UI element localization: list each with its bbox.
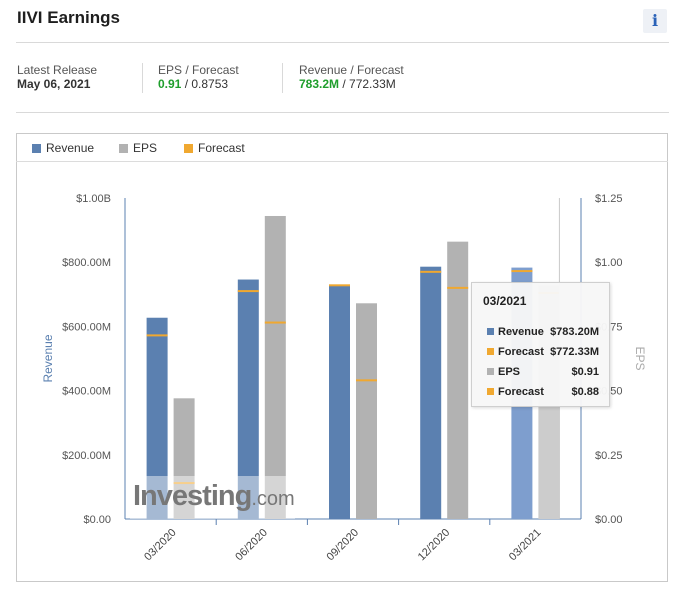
legend-label-revenue: Revenue [46,141,95,155]
tooltip-row-value: $772.33M [550,346,599,358]
eps-stat: EPS / Forecast 0.91 / 0.8753 [158,63,239,91]
left-tick-label: $600.00M [62,321,111,333]
eps-forecast-value: / 0.8753 [181,77,229,91]
revenue-label: Revenue / Forecast [299,63,404,77]
tooltip-row-revenue-forecast: Forecast $772.33M [487,346,599,358]
legend-item-forecast[interactable]: Forecast [184,141,245,155]
left-tick-label: $800.00M [62,257,111,269]
tooltip-swatch [487,348,494,355]
tooltip-row-eps-forecast: Forecast $0.88 [487,386,599,398]
tooltip-row-revenue: Revenue $783.20M [487,326,599,338]
latest-release-value: May 06, 2021 [17,77,91,91]
watermark-domain: .com [251,488,295,510]
tooltip-row-label: Forecast [498,346,544,358]
legend-swatch-forecast [184,144,193,153]
eps-bar [356,303,377,519]
right-tick-label: $0.25 [595,450,623,462]
legend-label-eps: EPS [133,141,158,155]
revenue-stat: Revenue / Forecast 783.2M / 772.33M [299,63,404,91]
revenue-bar [146,317,168,519]
page-title: IIVI Earnings [17,8,120,27]
revenue-bar [329,285,350,519]
chart-tooltip: 03/2021 Revenue $783.20M Forecast $772.33M… [471,282,610,407]
revenue-forecast-marker [237,290,259,293]
watermark-backdrop [130,476,295,519]
x-tick-label: 06/2020 [233,527,270,564]
revenue-forecast-marker [420,270,442,273]
watermark-brand: Investing [133,480,252,512]
divider [16,112,669,113]
legend-swatch-revenue [32,144,41,153]
divider [142,63,143,93]
legend-swatch-eps [119,144,128,153]
left-tick-label: $200.00M [62,450,111,462]
eps-actual-value: 0.91 [158,77,182,91]
tooltip-date: 03/2021 [483,294,527,308]
eps-bar [173,398,195,519]
revenue-actual-value: 783.2M [299,77,340,91]
x-tick-label: 03/2021 [507,527,544,564]
eps-label: EPS / Forecast [158,63,239,77]
right-tick-label: $0.00 [595,514,623,526]
x-tick-label: 09/2020 [325,527,362,564]
x-tick-label: 12/2020 [416,527,453,564]
left-tick-label: $1.00B [76,193,111,205]
tooltip-row-label: Revenue [498,326,544,338]
eps-forecast-marker [264,321,286,324]
tooltip-row-value: $783.20M [550,326,599,338]
tooltip-swatch [487,368,494,375]
tooltip-row-value: $0.91 [571,366,599,378]
right-tick-label: $1.25 [595,193,623,205]
right-tick-label: $1.00 [595,257,623,269]
eps-bar [264,215,286,519]
latest-release-label: Latest Release [17,63,98,77]
legend-label-forecast: Forecast [198,141,245,155]
eps-forecast-marker [173,482,195,485]
legend-item-eps[interactable]: EPS [119,141,157,155]
left-tick-label: $0.00 [83,514,111,526]
chart-legend: Revenue EPS Forecast [16,133,668,162]
legend-item-revenue[interactable]: Revenue [32,141,94,155]
latest-release-stat: Latest Release May 06, 2021 [17,63,97,91]
eps-bar [447,241,469,519]
revenue-forecast-value: / 772.33M [339,77,396,91]
revenue-forecast-marker [329,284,350,287]
left-axis-title: Revenue [41,334,55,382]
divider [16,42,669,43]
revenue-forecast-marker [146,334,168,337]
tooltip-row-value: $0.88 [571,386,599,398]
info-button[interactable]: i [643,9,667,33]
tooltip-row-label: EPS [498,366,521,378]
eps-forecast-marker [447,286,469,289]
divider [282,63,283,93]
investing-watermark: Investing.com [133,480,295,513]
tooltip-row-eps: EPS $0.91 [487,366,599,378]
revenue-bar [237,279,259,519]
right-axis-title: EPS [633,346,647,370]
chart-container [16,133,668,582]
eps-forecast-marker [356,379,377,382]
tooltip-swatch [487,388,494,395]
revenue-forecast-marker [511,270,533,273]
revenue-bar [420,266,442,519]
x-tick-label: 03/2020 [142,527,179,564]
tooltip-swatch [487,328,494,335]
tooltip-row-label: Forecast [498,386,544,398]
left-tick-label: $400.00M [62,386,111,398]
